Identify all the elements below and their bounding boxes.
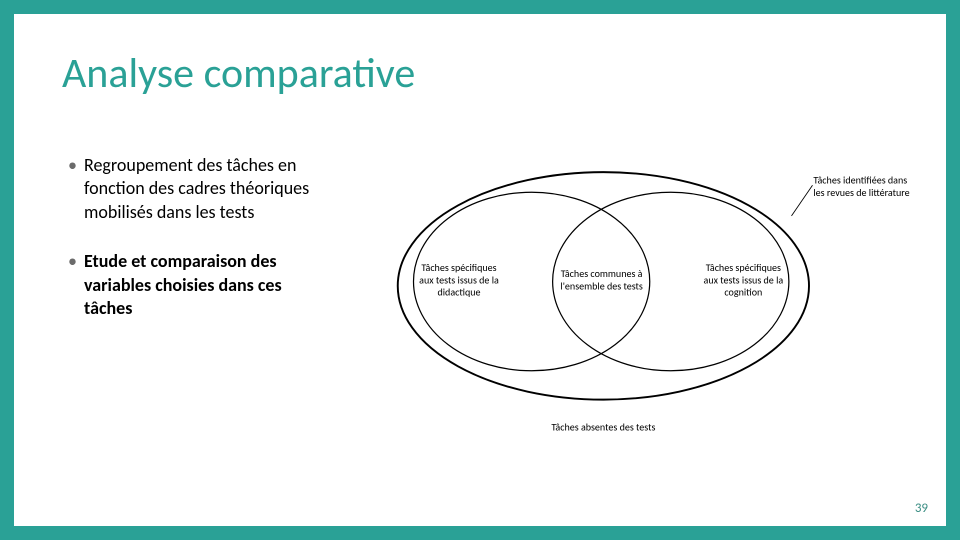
page-title: Analyse comparative bbox=[62, 48, 415, 99]
label-right: Tâches spécifiquesaux tests issus de lac… bbox=[704, 261, 784, 299]
slide-frame: Analyse comparative Regroupement des tâc… bbox=[0, 0, 960, 540]
bullet-item: Etude et comparaison des variables chois… bbox=[70, 250, 330, 320]
bullet-text: Etude et comparaison des variables chois… bbox=[84, 250, 282, 319]
venn-diagram: Tâches identifiées dansles revues de lit… bbox=[354, 134, 914, 464]
label-bottom: Tâches absentes des tests bbox=[551, 420, 655, 433]
label-center: Tâches communes àl'ensemble des tests bbox=[560, 267, 643, 292]
page-number: 39 bbox=[915, 501, 928, 516]
venn-connectors bbox=[792, 185, 813, 216]
label-outer: Tâches identifiées dansles revues de lit… bbox=[813, 174, 909, 199]
label-left: Tâches spécifiquesaux tests issus de lad… bbox=[419, 261, 499, 299]
bullet-item: Regroupement des tâches en fonction des … bbox=[70, 154, 330, 224]
venn-svg: Tâches identifiées dansles revues de lit… bbox=[354, 134, 914, 464]
line-outer-label bbox=[792, 185, 813, 216]
bullet-text: Regroupement des tâches en fonction des … bbox=[84, 154, 309, 223]
bullet-list: Regroupement des tâches en fonction des … bbox=[70, 154, 330, 346]
